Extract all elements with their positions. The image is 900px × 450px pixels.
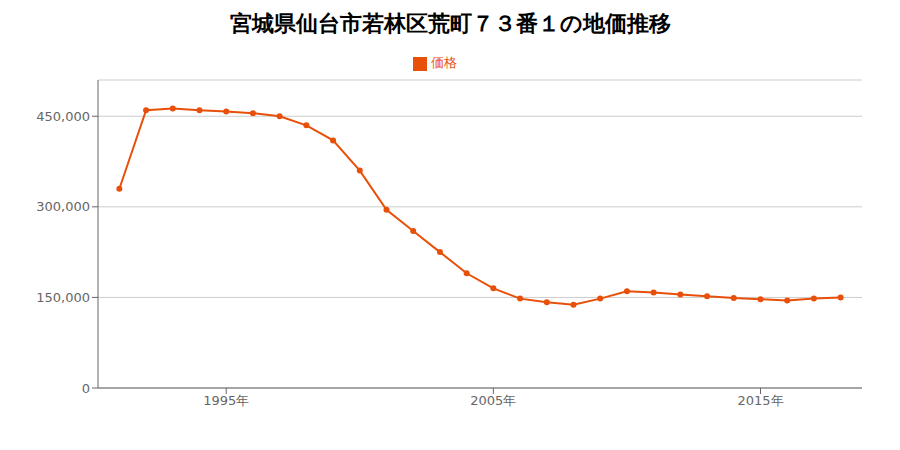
svg-text:2015年: 2015年 [737, 393, 783, 408]
svg-text:2005年: 2005年 [470, 393, 516, 408]
svg-text:300,000: 300,000 [36, 199, 90, 214]
html-text:価格: 価格 [431, 55, 457, 70]
svg-text:450,000: 450,000 [36, 109, 90, 124]
svg-text:1995年: 1995年 [203, 393, 249, 408]
html-text:宮城県仙台市若林区荒町７３番１の地価推移: 宮城県仙台市若林区荒町７３番１の地価推移 [229, 11, 671, 36]
svg-text:0: 0 [82, 381, 90, 396]
svg-text:150,000: 150,000 [36, 290, 90, 305]
